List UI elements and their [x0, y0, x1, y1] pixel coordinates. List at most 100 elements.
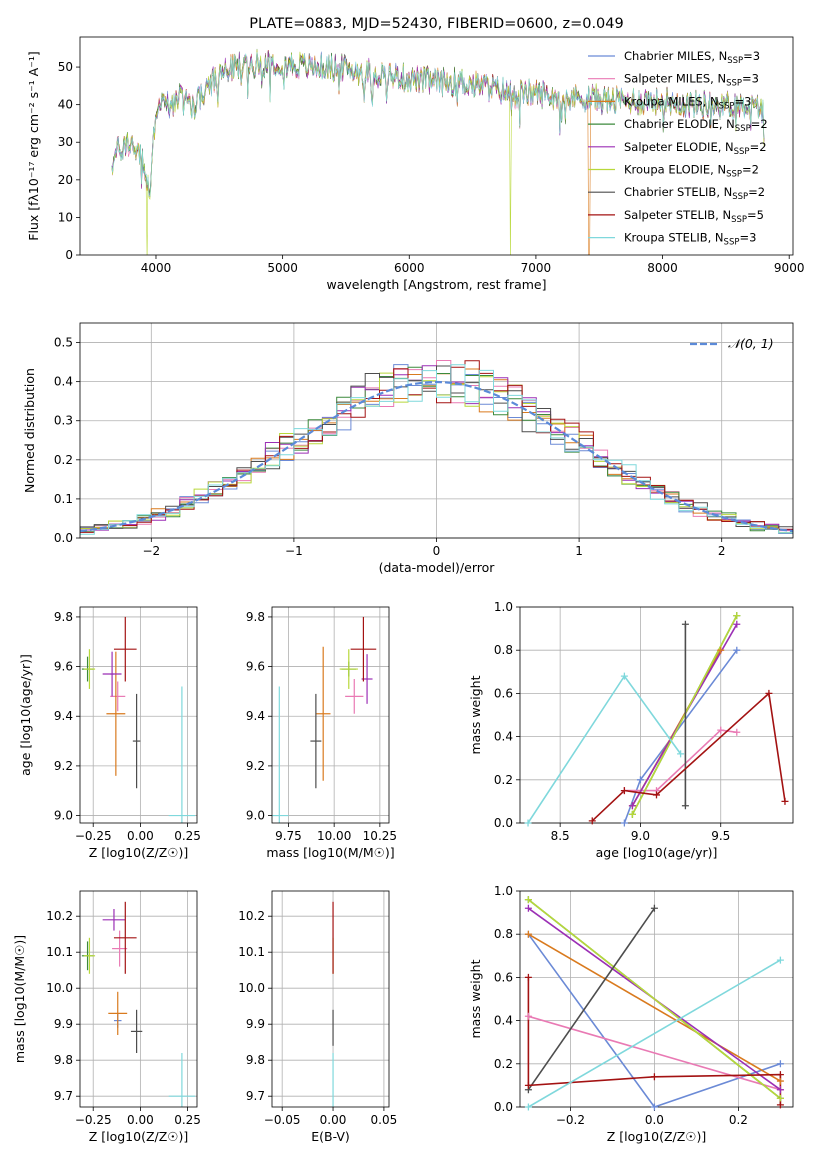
y-tick-label: 0.0 — [54, 531, 73, 545]
legend-value: =2 — [750, 140, 767, 154]
grid-lines — [272, 891, 389, 1107]
weight-marker-kroupa_elodie — [733, 612, 741, 620]
y-tick-label: 9.6 — [54, 660, 73, 674]
y-tick-label: 9.2 — [54, 759, 73, 773]
weight-marker-kroupa_miles — [776, 1077, 784, 1085]
x-tick-label: −2 — [142, 544, 160, 558]
weight-marker-salpeter_stelib — [588, 817, 596, 825]
y-tick-label: 9.7 — [54, 1089, 73, 1103]
y-tick-label: 0.2 — [494, 1057, 513, 1071]
axis-overlay: 8.5 9.0 9.5 0.0 0.2 0.4 0.6 0.8 1.0 age [log10(ag… — [468, 600, 794, 860]
weight-marker-salpeter_elodie — [776, 1086, 784, 1094]
weight-marker-kroupa_miles — [524, 930, 532, 938]
y-tick-label: 0.6 — [494, 686, 513, 700]
weight-marker-salpeter_miles — [717, 726, 725, 734]
weight-line-salpeter_miles — [624, 729, 737, 792]
legend-value: =5 — [747, 208, 764, 222]
weight-marker-chabrier_miles — [776, 1060, 784, 1068]
y-tick-label: 9.7 — [246, 1089, 265, 1103]
x-tick-label: 8000 — [647, 261, 678, 275]
y-tick-label: 20 — [58, 173, 73, 187]
x-tick-label: 9.0 — [631, 829, 650, 843]
legend-entry-salpeter_elodie: Salpeter ELODIE, NSSP=2 — [624, 140, 767, 157]
x-tick-label: 2 — [718, 544, 726, 558]
x-axis-label: E(B-V) — [311, 1129, 350, 1144]
weight-marker-chabrier_miles — [636, 776, 644, 784]
axis-overlay: −0.25 0.00 0.25 9.0 9.2 9.4 9.6 9.8 Z [log10(Z/Z… — [18, 606, 201, 860]
y-tick-label: 9.4 — [246, 709, 265, 723]
legend-value: =3 — [734, 94, 751, 108]
legend-entry-chabrier_miles: Chabrier MILES, NSSP=3 — [624, 49, 760, 66]
grid-lines — [272, 607, 389, 823]
weight-marker-chabrier_stelib — [681, 802, 689, 810]
y-tick-label: 1.0 — [494, 600, 513, 614]
weight-marker-salpeter_miles — [524, 1012, 532, 1020]
weight-marker-kroupa_elodie — [524, 896, 532, 904]
x-axis-label: age [log10(age/yr)] — [596, 845, 718, 860]
x-tick-label: 6000 — [394, 261, 425, 275]
weight-marker-salpeter_elodie — [733, 620, 741, 628]
legend-value: =3 — [739, 231, 756, 245]
x-tick-label: −1 — [285, 544, 303, 558]
weight-line-kroupa_elodie — [527, 898, 781, 1100]
x-tick-label: 0.0 — [645, 1113, 664, 1127]
x-axis-label: Z [log10(Z/Z☉)] — [89, 1129, 189, 1144]
y-tick-label: 9.6 — [246, 660, 265, 674]
legend-entry-salpeter_miles: Salpeter MILES, NSSP=3 — [624, 72, 759, 89]
y-tick-label: 0.0 — [494, 1100, 513, 1114]
axes-frame — [79, 890, 198, 1108]
y-tick-label: 9.0 — [54, 809, 73, 823]
y-axis-label: mass weight — [468, 675, 483, 754]
axis-overlay: −2 −1 0 1 2 0.0 0.1 0.2 0.3 0.4 0.5 (data-model)/er… — [22, 322, 794, 575]
x-axis-label: wavelength [Angstrom, rest frame] — [326, 277, 546, 292]
weight-marker-kroupa_elodie — [776, 1094, 784, 1102]
y-tick-label: 10.1 — [46, 945, 73, 959]
legend-subscript: SSP — [734, 147, 750, 157]
grid-lines — [80, 323, 793, 539]
x-axis-label: Z [log10(Z/Z☉)] — [89, 845, 189, 860]
axes-frame — [271, 890, 390, 1108]
axes-weight_vs_age: 8.5 9.0 9.5 0.0 0.2 0.4 0.6 0.8 1.0 age [log10(ag… — [468, 600, 794, 860]
y-axis-label: age [log10(age/yr)] — [18, 654, 33, 776]
x-axis-label: Z [log10(Z/Z☉)] — [607, 1129, 707, 1144]
y-tick-label: 30 — [58, 135, 73, 149]
legend-subscript: SSP — [719, 101, 735, 111]
legend-text: Chabrier MILES, N — [624, 49, 727, 63]
x-tick-label: 0 — [433, 544, 441, 558]
y-tick-label: 0 — [65, 248, 73, 262]
y-tick-label: 9.9 — [54, 1017, 73, 1031]
weight-line-chabrier_stelib — [527, 907, 656, 1091]
grid-lines — [520, 606, 793, 824]
x-tick-label: 10.00 — [317, 829, 351, 843]
legend-value: =3 — [742, 72, 759, 86]
y-axis-label: mass weight — [468, 959, 483, 1038]
weight-marker-chabrier_stelib — [650, 904, 658, 912]
plot-area — [81, 901, 196, 1107]
x-tick-label: 0.00 — [320, 1113, 347, 1127]
weight-marker-kroupa_stelib — [620, 672, 628, 680]
legend-subscript: SSP — [735, 124, 751, 134]
weight-marker-kroupa_elodie — [628, 810, 636, 818]
x-tick-label: 0.00 — [127, 1113, 154, 1127]
x-tick-label: −0.25 — [75, 1113, 112, 1127]
x-tick-label: 9000 — [774, 261, 805, 275]
y-tick-label: 9.8 — [246, 1053, 265, 1067]
y-tick-label: 0.4 — [494, 1014, 513, 1028]
y-tick-label: 0.1 — [54, 492, 73, 506]
y-tick-label: 10.1 — [238, 945, 265, 959]
legend-subscript: SSP — [726, 170, 742, 180]
weight-marker-salpeter_stelib — [776, 1101, 784, 1109]
y-axis-label: Flux [fλ10⁻¹⁷ erg cm⁻² s⁻¹ A⁻¹] — [26, 51, 41, 240]
weight-marker-salpeter_stelib — [653, 791, 660, 799]
weight-marker-kroupa_stelib — [524, 1103, 532, 1111]
legend-text: Chabrier STELIB, N — [624, 185, 732, 199]
legend-text: Salpeter MILES, N — [624, 72, 726, 86]
axes-age_vs_mass: 9.75 10.00 10.25 9.0 9.2 9.4 9.6 9.8 mass [log10… — [246, 606, 397, 860]
weight-marker-kroupa_stelib — [524, 819, 532, 827]
legend-text: Kroupa ELODIE, N — [624, 163, 726, 177]
y-tick-label: 10 — [58, 210, 73, 224]
y-axis-label: mass [log10(M/M☉)] — [12, 935, 27, 1063]
weight-marker-chabrier_miles — [733, 646, 741, 654]
plot-area — [80, 360, 793, 536]
